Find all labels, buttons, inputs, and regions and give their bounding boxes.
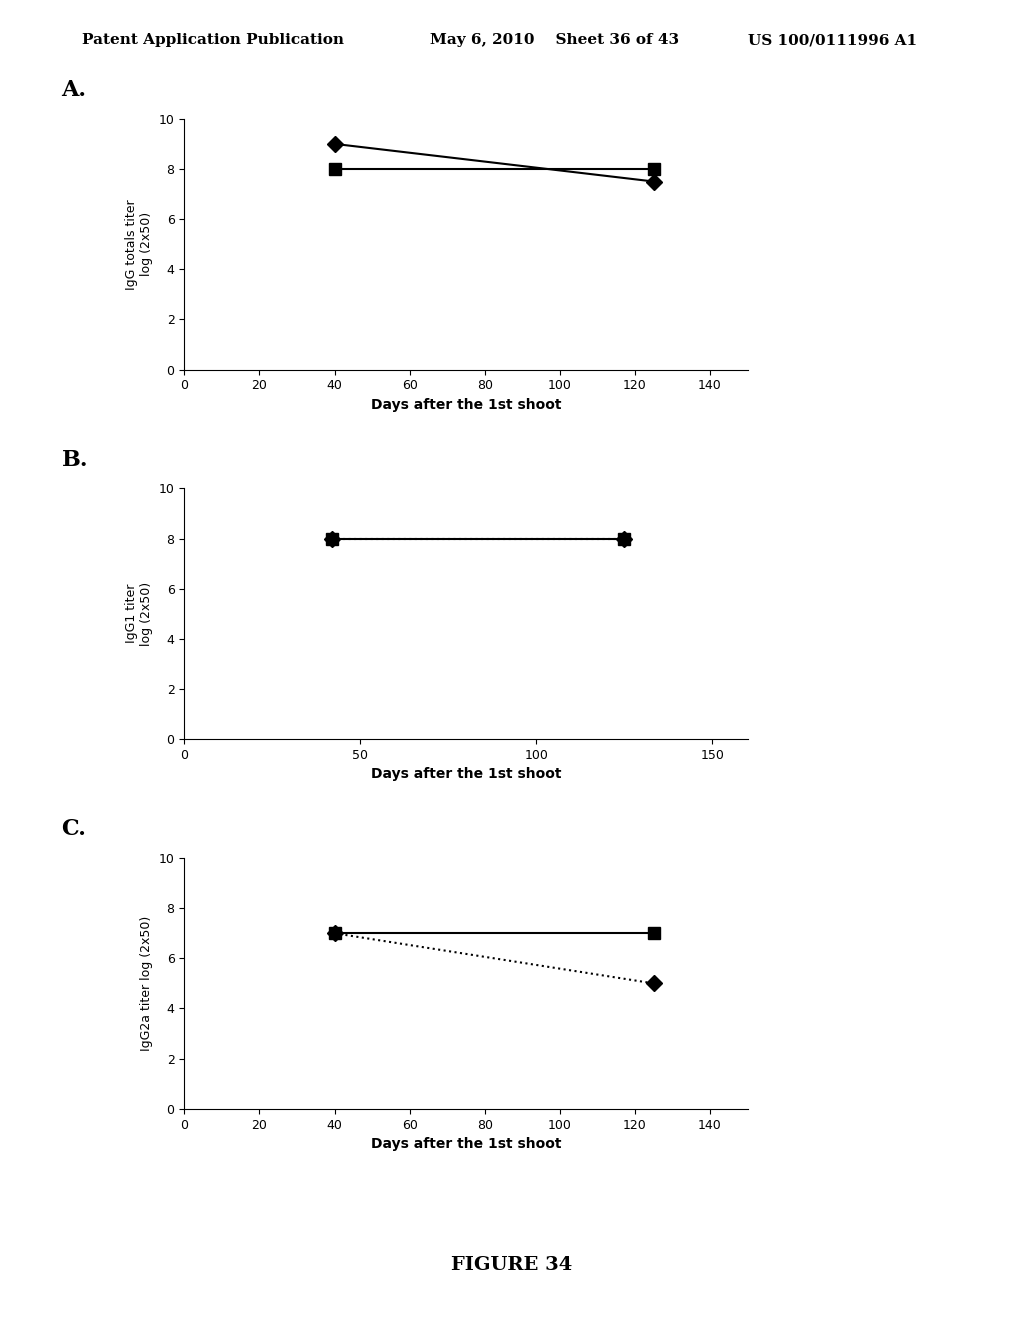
- Text: C.: C.: [61, 818, 86, 841]
- Text: May 6, 2010    Sheet 36 of 43: May 6, 2010 Sheet 36 of 43: [430, 33, 679, 48]
- Text: Patent Application Publication: Patent Application Publication: [82, 33, 344, 48]
- X-axis label: Days after the 1st shoot: Days after the 1st shoot: [371, 1137, 561, 1151]
- Y-axis label: IgG2a titer log (2x50): IgG2a titer log (2x50): [140, 916, 154, 1051]
- X-axis label: Days after the 1st shoot: Days after the 1st shoot: [371, 767, 561, 781]
- Text: US 100/0111996 A1: US 100/0111996 A1: [748, 33, 916, 48]
- Text: A.: A.: [61, 79, 86, 102]
- Text: B.: B.: [61, 449, 88, 471]
- X-axis label: Days after the 1st shoot: Days after the 1st shoot: [371, 397, 561, 412]
- Y-axis label: IgG1 titer
log (2x50): IgG1 titer log (2x50): [125, 582, 154, 645]
- Text: FIGURE 34: FIGURE 34: [452, 1255, 572, 1274]
- Y-axis label: IgG totals titer
log (2x50): IgG totals titer log (2x50): [125, 199, 154, 289]
